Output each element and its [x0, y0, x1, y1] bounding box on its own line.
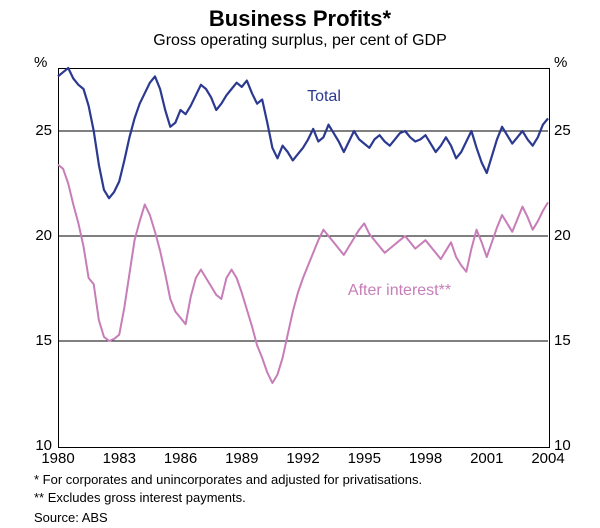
y-tick-label-right: 15	[554, 332, 571, 349]
x-tick-label: 1998	[409, 450, 442, 467]
x-tick-label: 1980	[41, 450, 74, 467]
series-label-total: Total	[307, 88, 341, 106]
series-label-after_interest: After interest**	[348, 282, 451, 300]
x-tick-label: 1995	[348, 450, 381, 467]
data-series	[0, 0, 600, 528]
footnote-2: ** Excludes gross interest payments.	[34, 490, 246, 505]
y-tick-label: 15	[0, 332, 52, 349]
x-tick-label: 1983	[103, 450, 136, 467]
y-tick-label-right: 25	[554, 122, 571, 139]
series-line-after_interest	[58, 165, 548, 383]
x-tick-label: 1986	[164, 450, 197, 467]
y-tick-label-right: 20	[554, 227, 571, 244]
x-tick-label: 1992	[286, 450, 319, 467]
source-label: Source: ABS	[34, 510, 108, 525]
chart-container: Business Profits* Gross operating surplu…	[0, 0, 600, 528]
y-tick-label: 20	[0, 227, 52, 244]
x-tick-label: 2004	[531, 450, 564, 467]
series-line-total	[58, 68, 548, 198]
x-tick-label: 2001	[470, 450, 503, 467]
x-tick-label: 1989	[225, 450, 258, 467]
footnote-1: * For corporates and unincorporates and …	[34, 472, 422, 487]
y-tick-label: 25	[0, 122, 52, 139]
